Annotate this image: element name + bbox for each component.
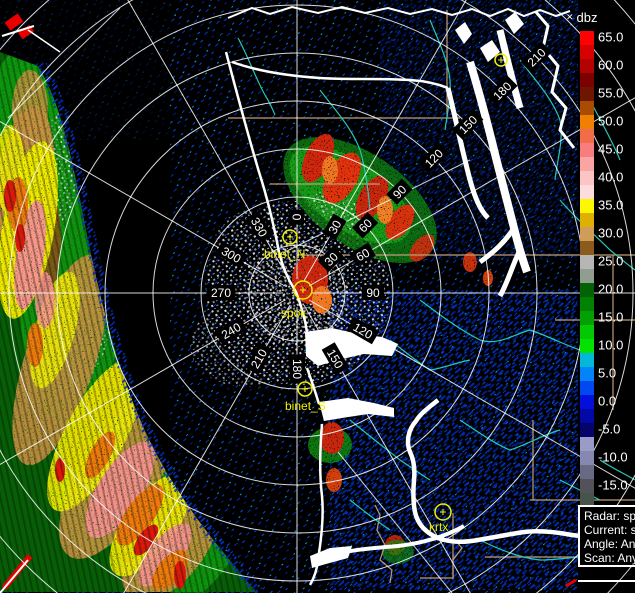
site-label: krtx (429, 520, 448, 534)
azimuth-spoke (303, 0, 467, 282)
range-label: 60 (352, 212, 379, 239)
azimuth-label-text: 60 (354, 245, 373, 264)
azimuth-spoke (123, 304, 291, 593)
azimuth-label-text: 0 (290, 213, 304, 220)
colorbar-value: 30.0 (598, 225, 624, 241)
colorbar-value: 35.0 (598, 197, 624, 213)
colorbar-value: 60.0 (598, 57, 624, 73)
colorbar-value: 5.0 (598, 365, 617, 381)
site-marker-spok[interactable]: spok (281, 280, 313, 320)
colorbar-band (580, 255, 594, 283)
info-line: Current: s (584, 523, 635, 537)
colorbar-title: ✕ dbz (566, 10, 598, 25)
azimuth-label-text: 90 (366, 286, 380, 300)
range-label: 30 (317, 245, 344, 273)
site-label: binet_S (285, 399, 326, 413)
azimuth-label: 90 (362, 285, 384, 300)
colorbar-value: 15.0 (598, 309, 624, 325)
site-marker-site-nw[interactable] (494, 53, 508, 67)
azimuth-spoke (127, 0, 291, 282)
x-marker-icon: ✕ (566, 12, 574, 22)
azimuth-label: 180 (290, 354, 305, 384)
colorbar-band (580, 227, 594, 255)
azimuth-label: 60 (349, 242, 376, 267)
colorbar-value: -15.0 (598, 477, 628, 493)
colorbar-band (580, 199, 594, 227)
reflectivity-colorbar: 65.0 60.0 55.0 50.0 45.0 40.0 35.0 30.0 25.0 20.0… (578, 0, 635, 593)
colorbar-band (580, 395, 594, 423)
colorbar-band (580, 59, 594, 87)
colorbar-value: 65.0 (598, 29, 624, 45)
site-marker-binet_S[interactable]: binet_S (285, 381, 326, 413)
colorbar-value: 55.0 (598, 85, 624, 101)
storm-band-blue-fringe (35, 59, 263, 593)
corner-echo-se (565, 578, 577, 588)
colorbar-value: 45.0 (598, 141, 624, 157)
colorbar-value: 25.0 (598, 253, 624, 269)
colorbar-units-label: dbz (576, 10, 598, 25)
colorbar-band (580, 283, 594, 311)
info-line: Radar: spo (584, 509, 635, 523)
colorbar-value: -10.0 (598, 449, 628, 465)
corner-echo-nw (1, 13, 61, 53)
colorbar-band (580, 87, 594, 115)
azimuth-spoke (308, 97, 635, 287)
coastline (224, 5, 635, 586)
storm-band (0, 52, 256, 592)
azimuth-label: 30 (322, 213, 347, 241)
colorbar-band (580, 479, 594, 507)
azimuth-label-text: 30 (326, 218, 345, 237)
info-line: Scan: Any (584, 551, 635, 565)
colorbar-band (580, 31, 594, 59)
colorbar-value: 10.0 (598, 337, 624, 353)
colorbar-value: 20.0 (598, 281, 624, 297)
azimuth-spoke (0, 120, 286, 287)
colorbar-value: 40.0 (598, 169, 624, 185)
colorbar-band (580, 423, 594, 451)
azimuth-label-text: 270 (211, 286, 231, 300)
colorbar-band (580, 451, 594, 479)
convective-cells (283, 133, 493, 564)
colorbar-band (580, 143, 594, 171)
range-label: 90 (386, 178, 413, 205)
site-label: binet_N (264, 247, 305, 261)
colorbar-band (580, 171, 594, 199)
colorbar-band (580, 311, 594, 339)
site-marker-binet_N[interactable]: binet_N (264, 229, 305, 261)
azimuth-spoke (308, 299, 635, 489)
colorbar-value: -5.0 (598, 421, 621, 437)
site-label: spok (281, 306, 307, 320)
colorbar-band (580, 115, 594, 143)
site-marker-krtx[interactable]: krtx (429, 503, 452, 534)
azimuth-label: 270 (206, 285, 236, 300)
azimuth-label: 0 (289, 209, 304, 225)
clipped-panel-edge (578, 580, 635, 582)
colorbar-band (580, 339, 594, 367)
map-layers (7, 5, 635, 593)
echo-field (0, 0, 578, 593)
azimuth-label-text: 180 (290, 359, 304, 379)
colorbar-band (580, 367, 594, 395)
colorbar-value: 0.0 (598, 393, 617, 409)
azimuth-spoke (303, 304, 471, 593)
info-line: Angle: An (584, 537, 635, 551)
corner-echo-sw (0, 554, 33, 593)
azimuth-spoke (0, 299, 286, 466)
colorbar-value: 50.0 (598, 113, 624, 129)
